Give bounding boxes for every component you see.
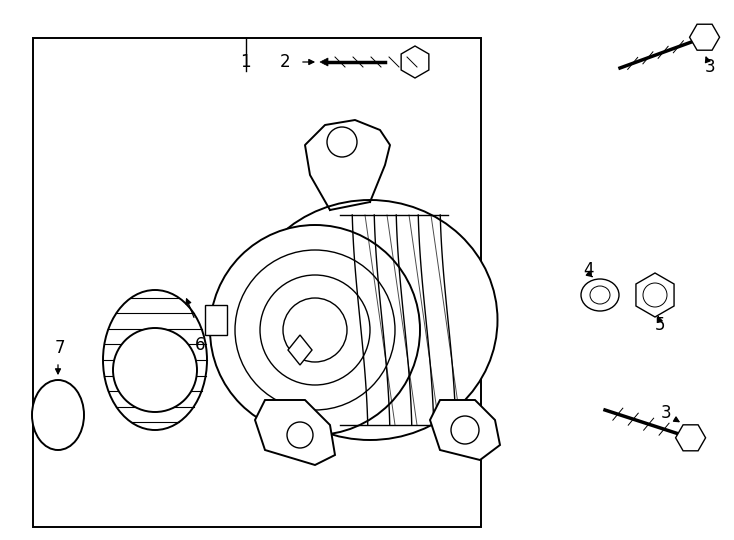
Text: 3: 3 (661, 404, 671, 422)
Polygon shape (689, 24, 719, 50)
Ellipse shape (581, 279, 619, 311)
Text: 5: 5 (655, 316, 665, 334)
Polygon shape (430, 400, 500, 460)
Ellipse shape (103, 290, 207, 430)
Ellipse shape (210, 225, 420, 435)
Bar (33, 38, 481, 526)
Circle shape (451, 416, 479, 444)
Text: 2: 2 (280, 53, 291, 71)
Circle shape (113, 328, 197, 412)
Circle shape (287, 422, 313, 448)
Polygon shape (320, 58, 328, 66)
Text: 7: 7 (55, 339, 65, 357)
Circle shape (327, 127, 357, 157)
Text: 6: 6 (195, 336, 206, 354)
Polygon shape (255, 400, 335, 465)
Polygon shape (636, 273, 674, 317)
Polygon shape (675, 425, 705, 451)
Text: 4: 4 (583, 261, 593, 279)
Polygon shape (401, 46, 429, 78)
Text: 1: 1 (241, 53, 251, 71)
Bar (205, 305, 227, 335)
Ellipse shape (242, 200, 498, 440)
Polygon shape (288, 335, 312, 365)
Text: 3: 3 (704, 58, 715, 76)
Ellipse shape (32, 380, 84, 450)
